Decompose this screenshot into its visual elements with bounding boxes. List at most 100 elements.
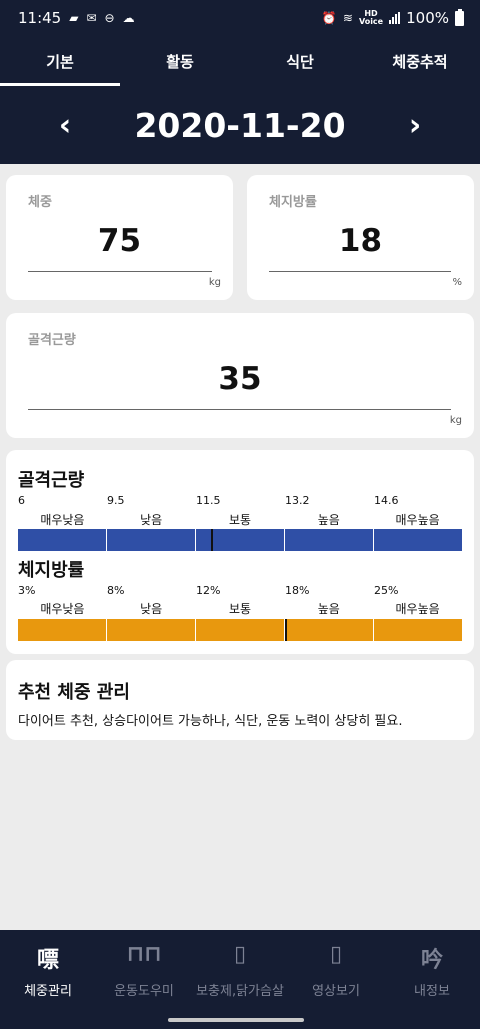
level-segment — [285, 619, 373, 641]
muscle-level-title: 골격근량 — [18, 470, 85, 491]
muscle-unit: kg — [449, 415, 462, 426]
tab-label: 식단 — [286, 52, 314, 71]
muscle-label: 골격근량 — [28, 333, 76, 348]
level-segment — [285, 529, 373, 551]
tick-label: 6 — [18, 494, 25, 507]
level-segment — [18, 619, 106, 641]
category-label: 매우높음 — [395, 513, 440, 527]
video-icon: ▯ — [329, 942, 343, 967]
home-indicator[interactable] — [168, 1018, 304, 1022]
muscle-level-ticks: 6 9.5 11.5 13.2 14.6 — [18, 494, 462, 508]
body-fat-value: 18 — [338, 223, 383, 259]
cloud-icon: ☁ — [122, 11, 135, 25]
nav-label: 내정보 — [414, 984, 450, 999]
status-time: 11:45 — [18, 9, 62, 27]
category-label: 보통 — [228, 513, 252, 527]
level-segment — [107, 619, 195, 641]
alarm-icon: ⏰ — [321, 11, 337, 25]
scale-icon: 嘌 — [36, 948, 59, 973]
wifi-icon: ≋ — [342, 11, 353, 25]
muscle-level-categories: 매우낮음 낮음 보통 높음 매우높음 — [18, 511, 462, 527]
level-segment — [196, 619, 284, 641]
body-fat-label: 체지방률 — [269, 195, 317, 210]
message-icon: ▰ — [69, 11, 79, 25]
tick-label: 11.5 — [196, 494, 221, 507]
category-label: 높음 — [317, 602, 340, 616]
tick-label: 9.5 — [107, 494, 125, 507]
nav-label: 보충제,닭가슴살 — [196, 984, 284, 999]
tab-activity[interactable]: 활동 — [120, 36, 240, 86]
nav-label: 운동도우미 — [114, 984, 174, 999]
body-fat-unit: % — [452, 277, 462, 288]
tick-label: 13.2 — [285, 494, 310, 507]
nav-weight-management[interactable]: 嘌 체중관리 — [0, 930, 96, 1012]
tab-diet[interactable]: 식단 — [240, 36, 360, 86]
category-label: 보통 — [228, 602, 252, 616]
nav-exercise-helper[interactable]: ⊓⊓ 운동도우미 — [96, 930, 192, 1012]
level-segment — [107, 529, 195, 551]
nav-my-info[interactable]: 吟 내정보 — [384, 930, 480, 1012]
tick-label: 12% — [196, 584, 221, 597]
category-label: 낮음 — [140, 513, 163, 527]
tab-basic[interactable]: 기본 — [0, 36, 120, 86]
exercise-icon: ⊓⊓ — [126, 942, 162, 967]
muscle-value: 35 — [218, 361, 262, 397]
chevron-right-icon[interactable]: › — [408, 107, 422, 143]
current-date: 2020-11-20 — [134, 105, 346, 145]
tab-bar: 기본 활동 식단 체중추적 — [0, 36, 480, 86]
voice-label: Voice — [358, 17, 384, 26]
mail-icon: ✉ — [86, 11, 97, 25]
level-segment — [374, 529, 462, 551]
body-fat-card[interactable]: 체지방률 18 % — [247, 175, 474, 300]
chevron-left-icon[interactable]: ‹ — [58, 107, 72, 143]
fat-level-categories: 매우낮음 낮음 보통 높음 매우높음 — [18, 600, 462, 616]
weight-unit: kg — [208, 277, 221, 288]
hd-label: HD — [364, 9, 378, 18]
fat-level-ticks: 3% 8% 12% 18% 25% — [18, 584, 462, 598]
nav-label: 체중관리 — [24, 984, 72, 999]
level-segment — [18, 529, 106, 551]
muscle-card[interactable]: 골격근량 35 kg — [6, 313, 474, 438]
tick-label: 8% — [107, 584, 125, 597]
recommendation-title: 추천 체중 관리 — [18, 682, 130, 703]
body-fat-underline — [269, 271, 451, 272]
weight-value: 75 — [97, 223, 142, 259]
status-bar: 11:45 ▰ ✉ ⊖ ☁ ⏰ ≋ HD Voice 100% — [0, 0, 480, 36]
recommendation-card: 추천 체중 관리 다이어트 추천, 상승다이어트 가능하나, 식단, 운동 노력… — [6, 660, 474, 740]
battery-icon — [455, 8, 464, 26]
nav-label: 영상보기 — [312, 984, 360, 999]
levels-card: 골격근량 6 9.5 11.5 13.2 14.6 매우낮음 낮음 보통 높음 … — [6, 450, 474, 654]
fat-level-title: 체지방률 — [18, 560, 85, 581]
level-segment — [374, 619, 462, 641]
tick-label: 3% — [18, 584, 36, 597]
supplement-icon: ▯ — [233, 942, 247, 967]
category-label: 낮음 — [140, 602, 163, 616]
weight-underline — [28, 271, 212, 272]
nav-supplements[interactable]: ▯ 보충제,닭가슴살 — [192, 930, 288, 1012]
category-label: 매우낮음 — [40, 602, 85, 616]
category-label: 매우높음 — [395, 602, 440, 616]
tab-label: 활동 — [166, 52, 194, 71]
category-label: 매우낮음 — [40, 513, 85, 527]
hd-voice-icon: HD Voice — [359, 10, 383, 26]
weight-label: 체중 — [28, 195, 52, 210]
battery-percent: 100% — [406, 9, 449, 27]
muscle-level-bar — [18, 529, 462, 551]
signal-icon — [389, 12, 401, 24]
tick-label: 14.6 — [374, 494, 399, 507]
tab-label: 체중추적 — [392, 52, 448, 71]
tick-label: 18% — [285, 584, 310, 597]
recommendation-text: 다이어트 추천, 상승다이어트 가능하나, 식단, 운동 노력이 상당히 필요. — [18, 714, 403, 729]
muscle-level-marker — [211, 529, 214, 551]
profile-icon: 吟 — [420, 948, 443, 973]
weight-card[interactable]: 체중 75 kg — [6, 175, 233, 300]
fat-level-marker — [284, 619, 287, 641]
bottom-navigation: 嘌 체중관리 ⊓⊓ 운동도우미 ▯ 보충제,닭가슴살 ▯ 영상보기 吟 내정보 — [0, 930, 480, 1029]
level-segment — [196, 529, 284, 551]
tab-weight-tracking[interactable]: 체중추적 — [360, 36, 480, 86]
muscle-underline — [28, 409, 451, 410]
date-navigator: ‹ 2020-11-20 › — [0, 86, 480, 164]
fat-level-bar — [18, 619, 462, 641]
nav-videos[interactable]: ▯ 영상보기 — [288, 930, 384, 1012]
tab-label: 기본 — [46, 52, 74, 71]
